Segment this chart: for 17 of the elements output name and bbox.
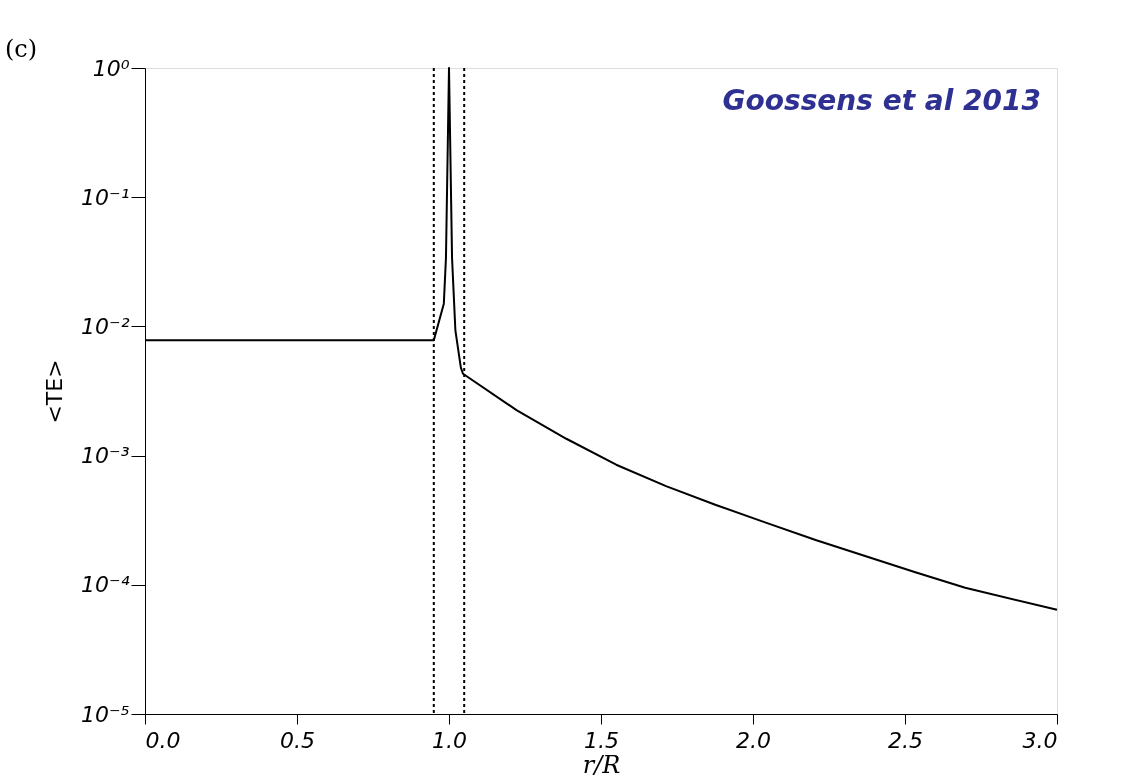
annotation: Goossens et al 2013 <box>722 84 1041 117</box>
y-axis-title: <TE> <box>42 359 68 424</box>
text: (c) <box>5 35 38 63</box>
x-tick-label: 3.0 <box>1022 727 1058 753</box>
x-tick-label: 1.5 <box>584 727 619 753</box>
y-tick-label: 10⁻² <box>81 313 130 339</box>
y-tick-label: 10⁻⁴ <box>81 572 130 598</box>
y-tick-label: 10⁻¹ <box>81 184 130 210</box>
y-tick-label: 10⁻⁵ <box>81 701 130 727</box>
x-tick-label: 2.0 <box>736 727 771 753</box>
y-tick-label: 10⁻³ <box>81 443 130 469</box>
x-tick-label: 1.0 <box>432 727 467 753</box>
x-tick-label: 0.5 <box>280 727 315 753</box>
y-tick-label: 10⁰ <box>92 55 130 81</box>
x-axis-title: r/R <box>582 750 621 779</box>
x-tick-label: 0.0 <box>145 727 181 753</box>
x-tick-label: 2.5 <box>888 727 923 753</box>
